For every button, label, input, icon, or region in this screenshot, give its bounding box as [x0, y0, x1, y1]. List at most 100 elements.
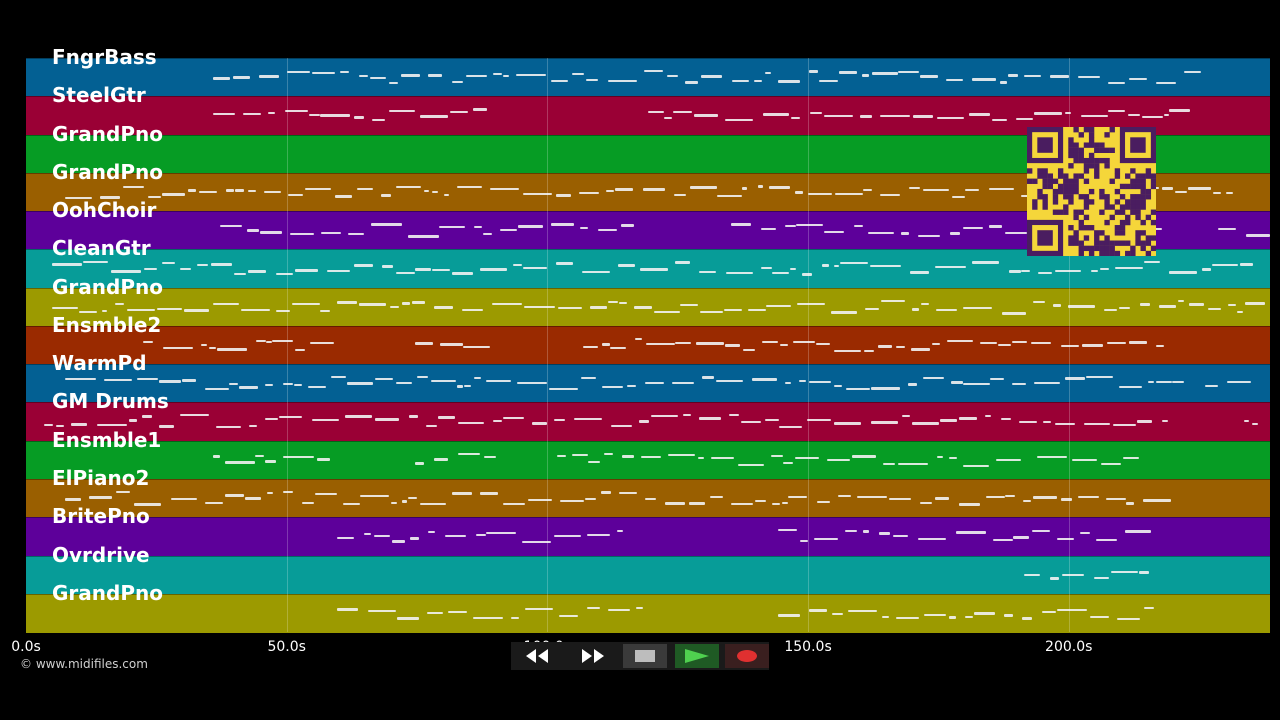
note	[701, 376, 714, 380]
note	[1156, 381, 1172, 384]
note	[922, 377, 944, 380]
note	[310, 341, 335, 344]
note	[610, 425, 632, 428]
note	[248, 425, 258, 428]
note	[963, 227, 984, 230]
note	[1225, 191, 1234, 194]
note	[71, 423, 88, 427]
note	[910, 347, 931, 351]
note	[216, 347, 248, 351]
note	[869, 265, 901, 268]
note	[753, 80, 763, 82]
note	[1205, 385, 1219, 388]
note	[229, 383, 239, 386]
play-button[interactable]	[675, 644, 719, 668]
note	[809, 608, 828, 612]
note	[765, 419, 779, 422]
note	[162, 346, 194, 349]
note	[401, 301, 410, 305]
note	[196, 264, 208, 267]
note	[717, 194, 742, 197]
note	[757, 184, 764, 188]
note	[1174, 190, 1188, 193]
note	[157, 307, 183, 310]
note	[479, 491, 499, 495]
note	[807, 419, 832, 422]
note	[881, 299, 905, 302]
record-button[interactable]	[725, 644, 769, 668]
note	[799, 380, 806, 383]
note	[584, 497, 596, 500]
note	[208, 346, 216, 349]
note	[580, 227, 589, 230]
grid-line	[808, 58, 810, 632]
note	[959, 417, 978, 421]
note	[1125, 530, 1151, 534]
note	[582, 271, 610, 274]
note	[264, 190, 282, 193]
note	[777, 529, 798, 532]
note	[295, 348, 306, 351]
stop-button[interactable]	[623, 644, 667, 668]
note	[557, 454, 566, 457]
note	[309, 114, 320, 117]
note	[1189, 302, 1204, 306]
track-label: Ensmble2	[52, 312, 162, 337]
track-label: GrandPno	[52, 121, 163, 146]
note	[247, 189, 256, 192]
track-label: SteelGtr	[52, 83, 146, 108]
note	[839, 71, 858, 74]
note	[129, 419, 137, 423]
grid-line	[547, 58, 549, 632]
note	[1143, 498, 1171, 502]
note	[1139, 570, 1150, 574]
note	[353, 116, 364, 120]
note	[572, 73, 585, 75]
note	[1003, 613, 1013, 617]
note	[618, 264, 636, 268]
note	[1054, 270, 1081, 273]
track-label: BritePno	[52, 504, 150, 529]
note	[479, 268, 507, 272]
note	[765, 304, 791, 307]
note	[134, 502, 161, 506]
note	[715, 380, 744, 383]
track-label: Ensmble1	[52, 427, 162, 452]
track-lane	[26, 593, 1270, 633]
note	[824, 231, 845, 234]
note	[293, 384, 303, 387]
note	[643, 187, 665, 191]
note	[619, 491, 637, 494]
note	[606, 189, 614, 192]
note	[909, 271, 929, 275]
note	[682, 414, 692, 417]
lane-divider	[26, 402, 1270, 404]
note	[1142, 116, 1163, 119]
note	[472, 108, 487, 112]
note	[111, 270, 142, 274]
grid-line	[286, 58, 288, 632]
track-label: ElPiano2	[52, 465, 150, 490]
note	[426, 611, 444, 614]
track-label: GrandPno	[52, 580, 163, 605]
note	[737, 463, 764, 466]
note	[235, 188, 245, 192]
track-lane	[26, 440, 1270, 480]
note	[549, 388, 579, 391]
note	[439, 226, 465, 229]
note	[451, 272, 474, 276]
note	[1016, 118, 1033, 121]
note	[308, 386, 327, 389]
fast-forward-button[interactable]	[571, 644, 615, 668]
note	[451, 81, 464, 83]
note	[367, 609, 397, 612]
note	[839, 262, 868, 265]
note	[856, 495, 888, 498]
note	[464, 385, 471, 388]
note	[667, 75, 678, 77]
note	[523, 192, 552, 195]
rewind-button[interactable]	[515, 644, 559, 668]
note	[991, 119, 1007, 122]
note	[524, 305, 555, 308]
note	[963, 464, 989, 467]
